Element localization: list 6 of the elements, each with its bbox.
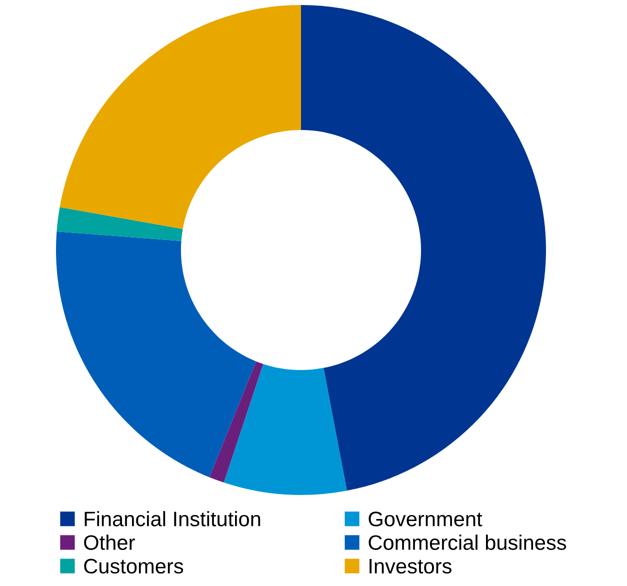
legend-label: Other [84, 534, 135, 550]
legend-label: Government [368, 512, 482, 526]
legend-label: Customers [84, 558, 184, 574]
legend-label: Commercial business [368, 534, 566, 550]
legend-label: Investors [370, 559, 452, 574]
legend-label: Financial Institution [84, 511, 260, 526]
